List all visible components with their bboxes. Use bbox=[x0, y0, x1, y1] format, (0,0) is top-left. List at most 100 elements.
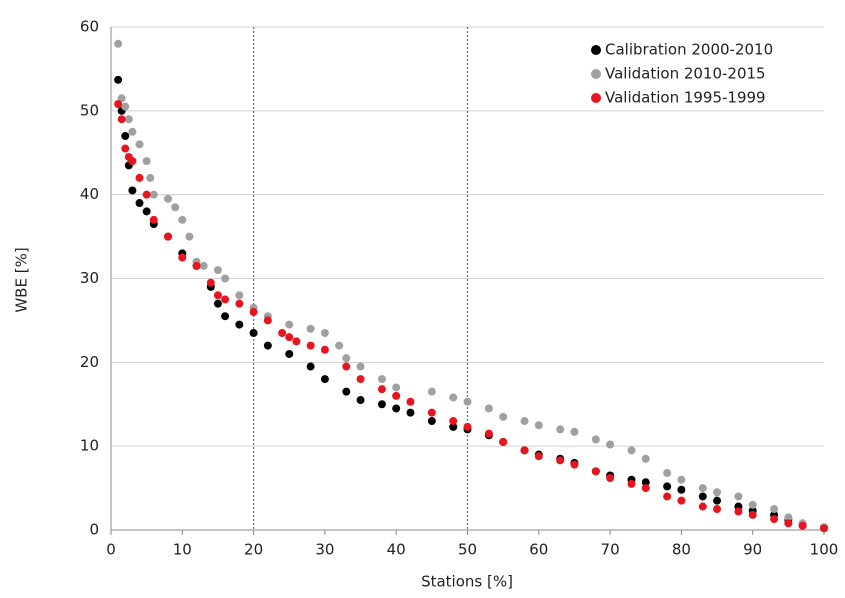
data-point bbox=[570, 427, 579, 436]
data-point bbox=[713, 488, 722, 497]
data-point bbox=[784, 513, 793, 522]
data-point bbox=[149, 215, 158, 224]
data-point bbox=[499, 437, 508, 446]
y-tick-label: 10 bbox=[80, 437, 99, 455]
x-tick-label: 100 bbox=[810, 541, 839, 559]
y-tick-label: 50 bbox=[80, 101, 99, 119]
data-point bbox=[713, 496, 722, 505]
data-point bbox=[285, 320, 294, 329]
data-point bbox=[342, 362, 351, 371]
data-point bbox=[192, 261, 201, 270]
data-point bbox=[606, 440, 615, 449]
data-point bbox=[627, 479, 636, 488]
data-point bbox=[713, 505, 722, 514]
data-point bbox=[677, 485, 686, 494]
data-point bbox=[406, 397, 415, 406]
x-tick-label: 30 bbox=[315, 541, 334, 559]
x-tick-label: 0 bbox=[106, 541, 116, 559]
data-point bbox=[124, 115, 133, 124]
data-point bbox=[449, 417, 458, 426]
data-point bbox=[249, 328, 258, 337]
x-tick-label: 60 bbox=[529, 541, 548, 559]
data-point bbox=[278, 328, 287, 337]
data-point bbox=[798, 521, 807, 530]
data-point bbox=[606, 474, 615, 483]
data-point bbox=[306, 324, 315, 333]
x-tick-label: 10 bbox=[173, 541, 192, 559]
data-point bbox=[185, 232, 194, 241]
data-point bbox=[748, 510, 757, 519]
data-point bbox=[199, 261, 208, 270]
data-point bbox=[427, 387, 436, 396]
data-point bbox=[463, 397, 472, 406]
data-point bbox=[213, 291, 222, 300]
data-point bbox=[770, 505, 779, 514]
legend-label: Calibration 2000-2010 bbox=[605, 41, 773, 59]
data-point bbox=[784, 519, 793, 528]
data-point bbox=[570, 460, 579, 469]
data-point bbox=[627, 446, 636, 455]
data-point bbox=[285, 333, 294, 342]
data-point bbox=[235, 291, 244, 300]
data-point bbox=[748, 500, 757, 509]
data-point bbox=[641, 478, 650, 487]
y-tick-label: 60 bbox=[80, 18, 99, 36]
legend-marker bbox=[591, 93, 601, 103]
data-point bbox=[128, 127, 137, 136]
x-tick-label: 80 bbox=[672, 541, 691, 559]
data-point bbox=[520, 417, 529, 426]
data-point bbox=[221, 295, 230, 304]
data-point bbox=[534, 452, 543, 461]
x-tick-label: 70 bbox=[601, 541, 620, 559]
legend-label: Validation 2010-2015 bbox=[605, 65, 766, 83]
legend-marker bbox=[591, 69, 601, 79]
data-point bbox=[356, 375, 365, 384]
data-point bbox=[449, 393, 458, 402]
data-point bbox=[142, 207, 151, 216]
x-tick-label: 90 bbox=[743, 541, 762, 559]
data-point bbox=[320, 328, 329, 337]
data-point bbox=[392, 383, 401, 392]
data-point bbox=[392, 404, 401, 413]
data-point bbox=[135, 140, 144, 149]
data-point bbox=[263, 316, 272, 325]
y-tick-label: 0 bbox=[89, 521, 99, 539]
data-point bbox=[149, 190, 158, 199]
data-point bbox=[121, 102, 130, 111]
data-point bbox=[221, 312, 230, 321]
data-point bbox=[178, 215, 187, 224]
data-point bbox=[320, 375, 329, 384]
data-point bbox=[164, 232, 173, 241]
data-point bbox=[164, 194, 173, 203]
data-point bbox=[235, 320, 244, 329]
data-point bbox=[146, 173, 155, 182]
y-axis-label: WBE [%] bbox=[13, 247, 31, 312]
x-axis-label: Stations [%] bbox=[421, 573, 513, 591]
data-point bbox=[114, 39, 123, 48]
data-point bbox=[285, 349, 294, 358]
data-point bbox=[249, 308, 258, 317]
data-point bbox=[698, 492, 707, 501]
data-point bbox=[734, 507, 743, 516]
data-point bbox=[591, 435, 600, 444]
data-point bbox=[114, 75, 123, 84]
data-point bbox=[698, 484, 707, 493]
data-point bbox=[263, 341, 272, 350]
data-point bbox=[556, 456, 565, 465]
data-point bbox=[663, 482, 672, 491]
data-point bbox=[306, 362, 315, 371]
data-point bbox=[520, 446, 529, 455]
legend-label: Validation 1995-1999 bbox=[605, 89, 766, 107]
data-point bbox=[499, 412, 508, 421]
data-point bbox=[117, 115, 126, 124]
data-point bbox=[556, 425, 565, 434]
x-tick-label: 50 bbox=[458, 541, 477, 559]
data-point bbox=[142, 157, 151, 166]
data-point bbox=[306, 341, 315, 350]
data-point bbox=[142, 190, 151, 199]
data-point bbox=[677, 496, 686, 505]
data-point bbox=[377, 400, 386, 409]
data-point bbox=[135, 173, 144, 182]
